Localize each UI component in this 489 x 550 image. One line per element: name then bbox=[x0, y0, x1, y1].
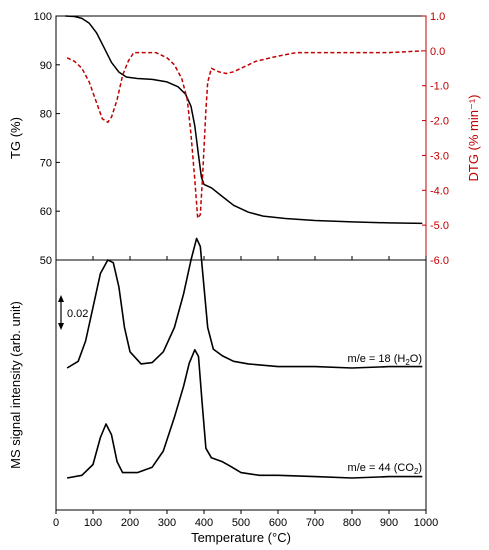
tg-axis-title: TG (%) bbox=[8, 117, 23, 159]
temperature-axis-ticks: 0 100 200 300 400 500 600 700 800 900 1000 bbox=[53, 510, 438, 529]
dtg-tick-label: -1.0 bbox=[430, 81, 449, 93]
temperature-tick-label: 1000 bbox=[414, 517, 438, 529]
co2-label-a: m/e = 44 (CO bbox=[348, 462, 415, 474]
dtg-tick-label: 1.0 bbox=[430, 11, 445, 23]
dtg-tick-label: -4.0 bbox=[430, 185, 449, 197]
temperature-tick-label: 600 bbox=[269, 517, 287, 529]
ms-series-label-co2: m/e = 44 (CO2) bbox=[348, 462, 422, 476]
dtg-tick-label: -3.0 bbox=[430, 150, 449, 162]
tg-tick-label: 80 bbox=[40, 109, 52, 121]
ms-panel: 0 100 200 300 400 500 600 700 800 900 1000 0.02 m/… bbox=[8, 237, 438, 545]
temperature-tick-label: 300 bbox=[158, 517, 176, 529]
ms-curve-co2 bbox=[66, 349, 423, 479]
h2o-label-a: m/e = 18 (H bbox=[348, 353, 406, 365]
scale-bar-arrow-up bbox=[58, 295, 64, 302]
dtg-tick-label: -6.0 bbox=[430, 255, 449, 267]
dtg-axis-title: DTG (% min⁻¹) bbox=[466, 94, 481, 181]
temperature-tick-label: 100 bbox=[84, 517, 102, 529]
ms-series bbox=[66, 237, 423, 479]
ms-curve-h2o bbox=[66, 237, 423, 369]
scale-bar-arrow-down bbox=[58, 323, 64, 330]
dtg-tick-label: -2.0 bbox=[430, 116, 449, 128]
tg-tick-label: 100 bbox=[34, 11, 52, 23]
co2-label-b: ) bbox=[418, 462, 422, 474]
temperature-tick-label: 900 bbox=[380, 517, 398, 529]
top-x-ticks bbox=[55, 256, 427, 260]
temperature-tick-label: 800 bbox=[343, 517, 361, 529]
tg-tick-label: 60 bbox=[40, 206, 52, 218]
temperature-tick-label: 500 bbox=[232, 517, 250, 529]
scale-bar-label: 0.02 bbox=[67, 308, 88, 320]
ms-series-label-h2o: m/e = 18 (H2O) bbox=[348, 353, 422, 367]
h2o-label-b: O) bbox=[410, 353, 422, 365]
ms-axis-title: MS signal intensity (arb. unit) bbox=[8, 301, 23, 469]
temperature-tick-label: 700 bbox=[306, 517, 324, 529]
dtg-tick-label: 0.0 bbox=[430, 46, 445, 58]
tg-tick-label: 50 bbox=[40, 255, 52, 267]
tg-tick-label: 70 bbox=[40, 157, 52, 169]
dtg-curve bbox=[66, 50, 423, 219]
co2-label-sub: 2 bbox=[414, 467, 419, 476]
dtg-tick-label: -5.0 bbox=[430, 220, 449, 232]
tg-axis-ticks: 50 60 70 80 90 100 bbox=[34, 11, 60, 267]
dtg-axis-ticks: -6.0 -5.0 -4.0 -3.0 -2.0 -1.0 0.0 1.0 bbox=[422, 11, 449, 267]
temperature-tick-label: 200 bbox=[121, 517, 139, 529]
temperature-axis-title: Temperature (°C) bbox=[191, 530, 291, 545]
top-series bbox=[65, 15, 423, 225]
tg-tick-label: 90 bbox=[40, 60, 52, 72]
scale-bar: 0.02 bbox=[58, 295, 88, 330]
tg-curve bbox=[65, 15, 423, 225]
temperature-tick-label: 400 bbox=[195, 517, 213, 529]
temperature-tick-label: 0 bbox=[53, 517, 59, 529]
h2o-label-sub: 2 bbox=[405, 358, 410, 367]
tg-dtg-panel: 50 60 70 80 90 100 -6.0 -5.0 -4.0 -3.0 -2.0 -1.0 0.… bbox=[8, 11, 481, 267]
